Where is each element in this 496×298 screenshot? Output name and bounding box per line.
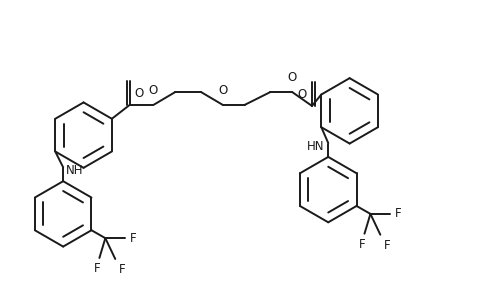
- Text: F: F: [119, 263, 126, 276]
- Text: O: O: [149, 84, 158, 97]
- Text: HN: HN: [307, 139, 324, 153]
- Text: F: F: [130, 232, 137, 245]
- Text: F: F: [94, 262, 101, 275]
- Text: F: F: [384, 239, 391, 252]
- Text: O: O: [298, 88, 307, 100]
- Text: O: O: [218, 84, 228, 97]
- Text: F: F: [395, 207, 402, 221]
- Text: O: O: [134, 86, 144, 100]
- Text: F: F: [359, 238, 366, 251]
- Text: NH: NH: [66, 164, 84, 177]
- Text: O: O: [288, 71, 297, 84]
